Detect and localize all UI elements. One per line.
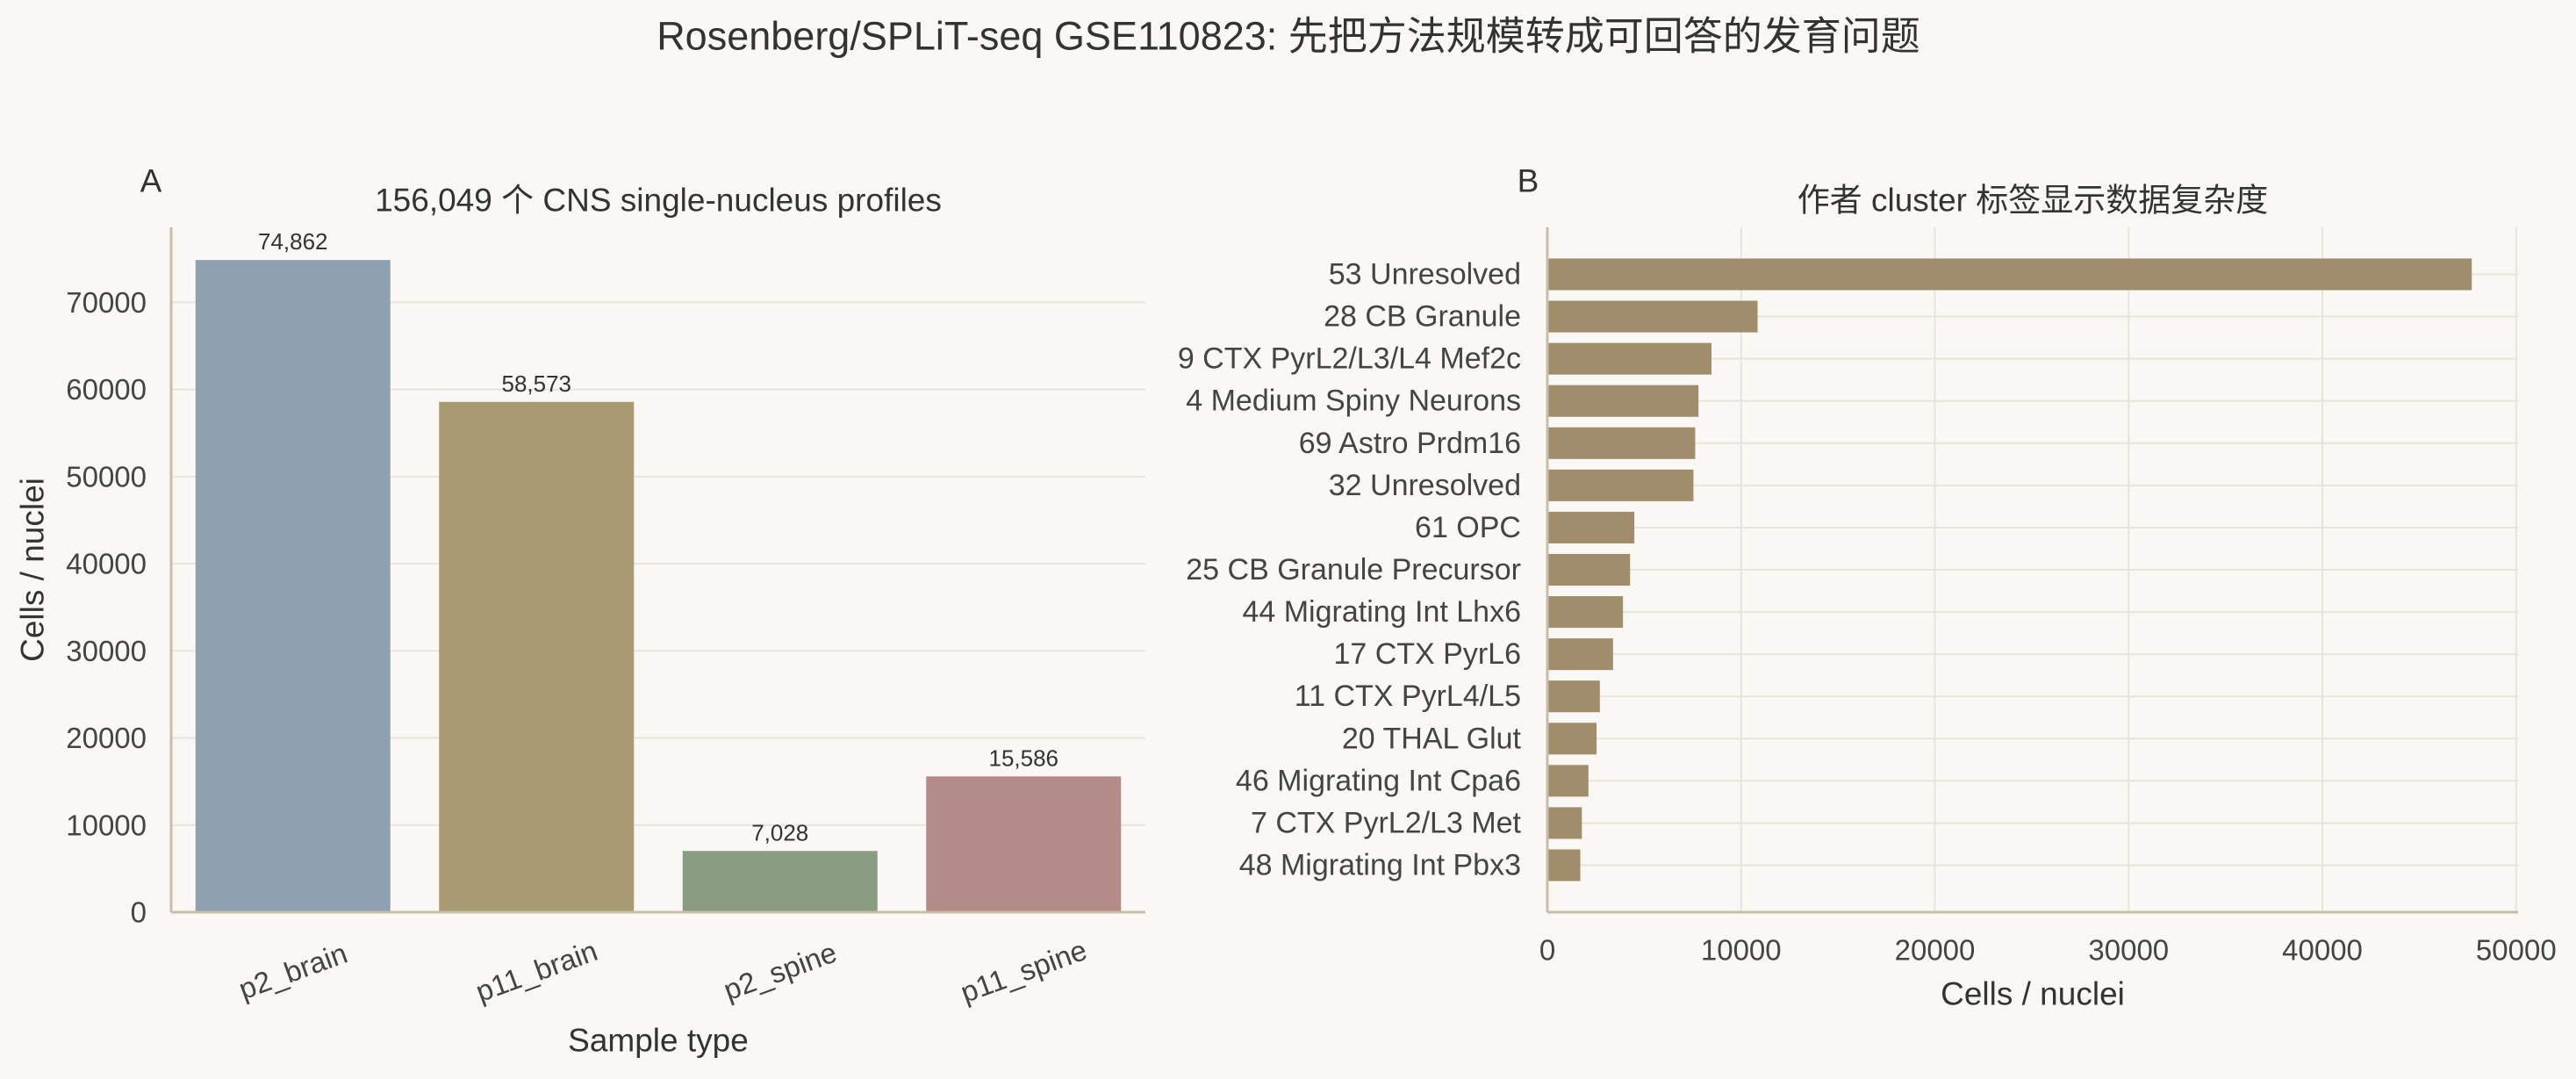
panel-b-category-label: 7 CTX PyrL2/L3 Met: [1251, 806, 1522, 839]
panel-a-bar-value-label: 74,862: [258, 228, 328, 255]
panel-b-bar-32-unresolved: [1547, 469, 1694, 501]
panel-b-bar-69-astro-prdm16: [1547, 427, 1696, 459]
panel-b-category-label: 28 CB Granule: [1324, 300, 1521, 334]
panel-b-bar-28-cb-granule: [1547, 300, 1758, 333]
panel-b-bar-20-thal-glut: [1547, 723, 1597, 755]
panel-b-x-tick-label: 40000: [2282, 934, 2363, 967]
panel-b-bar-46-migrating-int-cpa6: [1547, 765, 1589, 797]
panel-b-x-tick-labels: 0 10000 20000 30000 40000 50000: [1539, 934, 2557, 967]
panel-b-category-label: 46 Migrating Int Cpa6: [1236, 764, 1521, 797]
panel-a-bar-p2-spine: [682, 851, 878, 912]
panel-b-category-label: 25 CB Granule Precursor: [1186, 553, 1521, 586]
panel-b: B 作者 cluster 标签显示数据复杂度 53 Unresolved 28 C…: [1178, 163, 2557, 1012]
panel-b-category-label: 48 Migrating Int Pbx3: [1239, 849, 1521, 882]
panel-b-x-tick-label: 20000: [1895, 934, 1976, 967]
panel-a-y-tick-label: 30000: [66, 635, 147, 667]
panel-b-letter: B: [1518, 163, 1539, 199]
panel-b-bars: [1547, 258, 2472, 881]
panel-b-category-labels: 53 Unresolved 28 CB Granule 9 CTX PyrL2/L3…: [1178, 257, 1522, 881]
panel-b-bar-25-cb-granule-precursor: [1547, 553, 1631, 586]
panel-b-x-axis-label: Cells / nuclei: [1941, 976, 2125, 1012]
panel-b-category-label: 9 CTX PyrL2/L3/L4 Mef2c: [1178, 342, 1521, 376]
panel-b-category-label: 4 Medium Spiny Neurons: [1186, 385, 1521, 418]
panel-b-title: 作者 cluster 标签显示数据复杂度: [1797, 183, 2269, 219]
panel-b-category-label: 53 Unresolved: [1329, 257, 1521, 291]
panel-a-bars: [195, 260, 1122, 912]
panel-a-bar-p11-brain: [439, 401, 635, 912]
panel-a-y-tick-label: 10000: [66, 809, 147, 841]
panel-a-bar-p2-brain: [195, 260, 391, 912]
panel-a-y-tick-label: 0: [131, 896, 147, 929]
panel-a-y-tick-label: 40000: [66, 548, 147, 580]
panel-b-category-label: 69 Astro Prdm16: [1299, 427, 1521, 460]
panel-b-bar-48-migrating-int-pbx3: [1547, 849, 1581, 881]
panel-b-gridlines: [1546, 227, 2518, 912]
panel-b-bar-44-migrating-int-lhx6: [1547, 596, 1624, 629]
panel-a-y-tick-labels: 0 10000 20000 30000 40000 50000 60000 70000: [66, 286, 147, 929]
panel-a-bar-value-label: 7,028: [751, 819, 808, 845]
panel-a-x-axis-label: Sample type: [568, 1023, 749, 1059]
panel-a-y-tick-label: 70000: [66, 286, 147, 319]
panel-b-bar-9-ctx-pyrl2-l3-l4-mef2c: [1547, 342, 1711, 375]
panel-a-y-tick-label: 50000: [66, 460, 147, 493]
panel-b-bar-7-ctx-pyrl2-l3-met: [1547, 807, 1582, 839]
panel-a-letter: A: [140, 163, 162, 199]
panel-a-bar-value-label: 58,573: [501, 370, 571, 397]
panel-b-x-tick-label: 10000: [1701, 934, 1782, 967]
panel-b-bar-11-ctx-pyrl4-l5: [1547, 680, 1600, 713]
panel-b-bar-17-ctx-pyrl6: [1547, 638, 1613, 671]
panel-a-title: 156,049 个 CNS single-nucleus profiles: [375, 183, 942, 219]
panel-b-category-label: 44 Migrating Int Lhx6: [1242, 595, 1521, 629]
panel-b-category-label: 32 Unresolved: [1329, 469, 1521, 502]
panel-a-bar-value-label: 15,586: [988, 745, 1058, 771]
panel-a-y-tick-label: 60000: [66, 373, 147, 406]
figure-suptitle: Rosenberg/SPLiT-seq GSE110823: 先把方法规模转成可…: [657, 14, 1920, 59]
panel-b-bar-53-unresolved: [1547, 258, 2472, 291]
panel-b-category-label: 17 CTX PyrL6: [1333, 637, 1521, 671]
panel-b-x-tick-label: 0: [1539, 934, 1555, 967]
panel-b-category-label: 11 CTX PyrL4/L5: [1295, 680, 1521, 713]
panel-b-bar-4-medium-spiny-neurons: [1547, 385, 1699, 417]
panel-b-x-tick-label: 50000: [2476, 934, 2557, 967]
panel-b-bar-61-opc: [1547, 511, 1635, 543]
panel-a-y-tick-label: 20000: [66, 722, 147, 754]
panel-a-bar-value-labels: 74,862 58,573 7,028 15,586: [258, 228, 1058, 845]
panel-a-bar-p11-spine: [926, 776, 1122, 912]
panel-b-category-label: 20 THAL Glut: [1342, 722, 1522, 755]
panel-a-y-axis-label: Cells / nuclei: [15, 478, 51, 662]
panel-b-x-tick-label: 30000: [2088, 934, 2169, 967]
panel-b-category-label: 61 OPC: [1415, 511, 1521, 544]
